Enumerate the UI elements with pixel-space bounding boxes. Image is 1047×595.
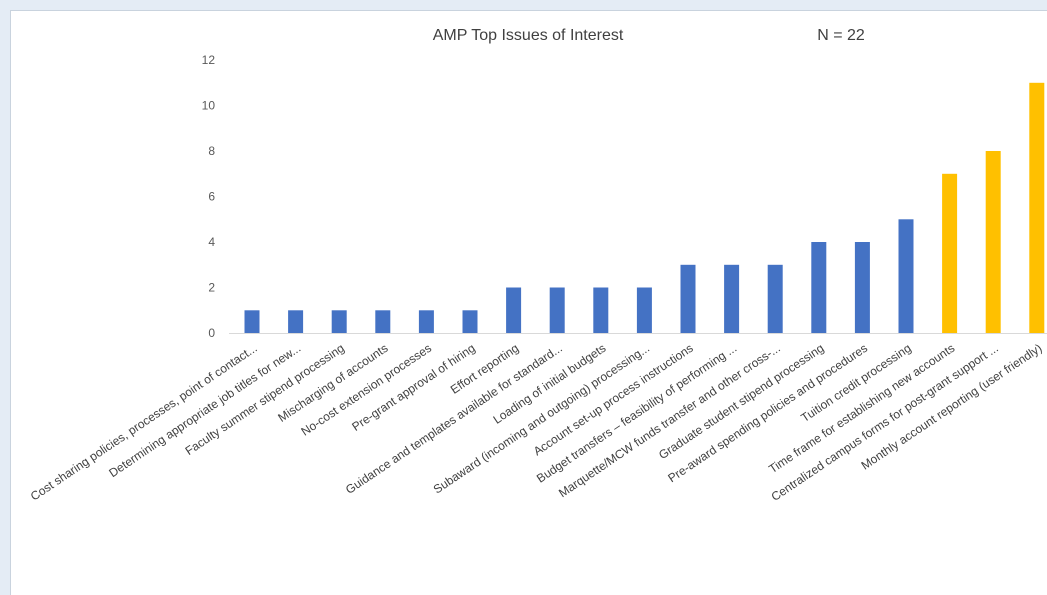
bar-chart: AMP Top Issues of Interest N = 22 0 2 4 6 8 1… [28,27,1047,504]
bar [549,287,565,333]
bar [985,151,1001,333]
bar [767,264,783,334]
y-tick-label: 12 [202,53,216,67]
bar [375,310,391,334]
y-axis: 0 2 4 6 8 10 12 [202,53,216,340]
bar [506,287,522,333]
y-tick-label: 10 [202,99,216,113]
x-category-label: Determining appropriate job titles for n… [106,341,303,480]
bar [593,287,609,333]
bar [680,264,696,334]
bar [244,310,260,334]
bar [942,173,958,334]
chart-title: AMP Top Issues of Interest [433,27,624,44]
bar [418,310,434,334]
bar [288,310,304,334]
y-tick-label: 8 [208,144,215,158]
y-tick-label: 0 [208,326,215,340]
bar [636,287,652,333]
bar [724,264,740,334]
x-axis-labels: Cost sharing policies, processes, point … [28,341,1045,504]
bar [462,310,478,334]
bar [331,310,347,334]
y-tick-label: 6 [208,190,215,204]
bar [898,219,914,334]
bars [244,82,1045,334]
y-tick-label: 4 [208,235,215,249]
sample-size-annotation: N = 22 [817,27,865,44]
y-tick-label: 2 [208,281,215,295]
chart-frame: AMP Top Issues of Interest N = 22 0 2 4 6 8 1… [10,10,1047,595]
bar [1029,82,1045,334]
bar [811,242,827,333]
bar [854,242,870,333]
